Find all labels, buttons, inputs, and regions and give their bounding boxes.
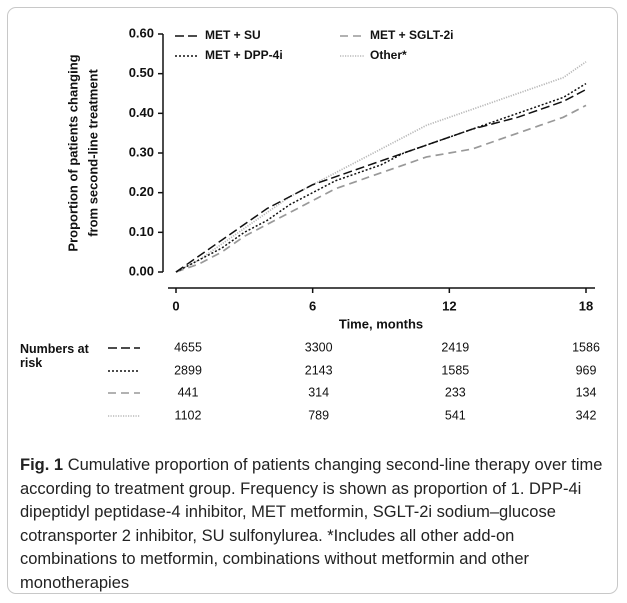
caption-label: Fig. 1	[20, 456, 64, 474]
y-tick-label: 0.40	[129, 105, 154, 120]
risk-count: 969	[576, 363, 597, 377]
risk-count: 441	[178, 385, 199, 399]
x-axis-title: Time, months	[339, 316, 423, 331]
y-tick-label: 0.60	[129, 25, 154, 40]
x-tick-label: 6	[309, 298, 316, 313]
risk-count: 3300	[305, 340, 333, 354]
risk-count: 541	[445, 408, 466, 422]
risk-count: 4655	[174, 340, 202, 354]
y-tick-label: 0.30	[129, 144, 154, 159]
series-line	[175, 88, 587, 273]
y-tick-label: 0.00	[129, 263, 154, 278]
y-axis-title: Proportion of patients changing	[65, 54, 80, 251]
caption-text: Cumulative proportion of patients changi…	[20, 456, 603, 592]
risk-count: 789	[308, 408, 329, 422]
legend-label: MET + SU	[205, 28, 261, 42]
risk-count: 342	[576, 408, 597, 422]
legend-label: MET + DPP-4i	[205, 48, 283, 62]
y-tick-label: 0.50	[129, 65, 154, 80]
figure-frame	[7, 7, 618, 594]
series-line	[175, 82, 587, 273]
risk-count: 134	[576, 385, 597, 399]
x-tick-label: 18	[579, 298, 593, 313]
risk-count: 2419	[441, 340, 469, 354]
y-tick-label: 0.20	[129, 184, 154, 199]
x-tick-label: 0	[172, 298, 179, 313]
x-tick-label: 12	[442, 298, 456, 313]
y-axis-title: from second-line treatment	[85, 69, 100, 237]
series-line	[175, 104, 587, 273]
y-tick-label: 0.10	[129, 224, 154, 239]
risk-count: 314	[308, 385, 329, 399]
risk-count: 2143	[305, 363, 333, 377]
risk-table-label: Numbers at risk	[20, 342, 89, 370]
risk-count: 1586	[572, 340, 600, 354]
risk-count: 1585	[441, 363, 469, 377]
risk-count: 1102	[175, 408, 202, 422]
risk-count: 233	[445, 385, 466, 399]
legend-label: Other*	[370, 48, 407, 62]
caption: Fig. 1 Cumulative proportion of patients…	[20, 454, 612, 596]
legend-label: MET + SGLT-2i	[370, 28, 453, 42]
risk-count: 2899	[174, 363, 202, 377]
